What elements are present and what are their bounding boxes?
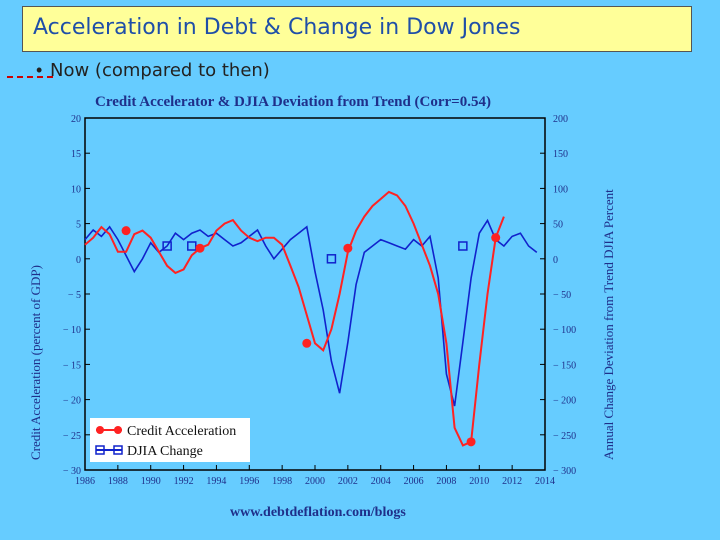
bullet-point-icon: •	[36, 60, 43, 80]
plot-frame	[84, 117, 546, 471]
legend-credit-label: Credit Acceleration	[127, 424, 236, 439]
credit-point	[466, 437, 476, 447]
credit-line	[84, 190, 505, 447]
left-tick-label: − 20	[63, 396, 81, 407]
legend-djia-marker	[95, 445, 105, 455]
x-tick-label: 1986	[75, 476, 95, 487]
right-tick-label: − 300	[553, 466, 576, 477]
credit-point	[302, 338, 312, 348]
left-tick-label: 0	[76, 255, 81, 266]
chart-title: Credit Accelerator & DJIA Deviation from…	[95, 94, 491, 110]
credit-point	[195, 243, 205, 253]
x-tick-label: 2012	[502, 476, 522, 487]
x-tick-label: 1988	[108, 476, 128, 487]
y-axis-label-right: Annual Change Deviation from Trend DJIA …	[601, 189, 616, 460]
djia-point	[458, 241, 468, 251]
credit-point	[491, 233, 501, 243]
djia-line	[84, 218, 538, 407]
x-tick-label: 1994	[206, 476, 226, 487]
right-tick-label: 200	[553, 114, 568, 125]
x-tick-label: 1998	[272, 476, 292, 487]
left-axis: 20 15 10 5 0 − 5 − 10 − 15 − 20 − 25 − 30	[63, 114, 90, 477]
legend-djia-marker	[113, 445, 123, 455]
slide-title: Acceleration in Debt & Change in Dow Jon…	[33, 15, 521, 40]
djia-point	[326, 254, 337, 264]
djia-point	[162, 241, 172, 251]
credit-point	[343, 243, 353, 253]
legend: Credit Acceleration DJIA Change	[90, 418, 250, 462]
x-tick-label: 2000	[305, 476, 325, 487]
right-tick-label: 0	[553, 255, 558, 266]
djia-point	[187, 241, 197, 251]
left-tick-label: 5	[76, 220, 81, 231]
slide-title-box: Acceleration in Debt & Change in Dow Jon…	[22, 6, 692, 52]
right-tick-label: 150	[553, 149, 568, 160]
right-tick-label: − 150	[553, 360, 576, 371]
right-tick-label: − 100	[553, 325, 576, 336]
left-tick-label: − 30	[63, 466, 81, 477]
x-tick-label: 2006	[404, 476, 424, 487]
legend-credit-marker	[96, 426, 104, 434]
legend-djia-label: DJIA Change	[127, 444, 203, 459]
left-tick-label: 15	[71, 149, 81, 160]
right-axis: 200 150 100 50 0 − 50 − 100 − 150 − 200 − 250 − 30…	[540, 114, 576, 477]
bullet-dash-decoration	[7, 76, 55, 78]
left-tick-label: − 10	[63, 325, 81, 336]
series-credit-acceleration	[84, 190, 505, 447]
x-tick-label: 2002	[338, 476, 358, 487]
credit-point	[121, 226, 131, 236]
right-tick-label: − 250	[553, 431, 576, 442]
y-axis-label-left: Credit Acceleration (percent of GDP)	[28, 265, 43, 460]
left-tick-label: − 25	[63, 431, 81, 442]
x-tick-label: 1996	[239, 476, 259, 487]
right-tick-label: − 200	[553, 396, 576, 407]
x-tick-label: 2008	[436, 476, 456, 487]
x-tick-label: 2010	[469, 476, 489, 487]
left-tick-label: − 5	[68, 290, 81, 301]
right-tick-label: − 50	[553, 290, 571, 301]
right-tick-label: 100	[553, 184, 568, 195]
x-tick-label: 1992	[174, 476, 194, 487]
x-axis: 1986 1988 1990 1992 1994 1996 1998 2000 2002 2004…	[75, 465, 555, 487]
x-tick-label: 2014	[535, 476, 555, 487]
bullet-text: Now (compared to then)	[50, 60, 270, 81]
series-djia-change	[84, 218, 538, 407]
left-tick-label: 10	[71, 184, 81, 195]
right-tick-label: 50	[553, 220, 563, 231]
left-tick-label: 20	[71, 114, 81, 125]
legend-credit-marker	[114, 426, 122, 434]
left-tick-label: − 15	[63, 360, 81, 371]
x-tick-label: 1990	[141, 476, 161, 487]
x-tick-label: 2004	[371, 476, 391, 487]
source-url: www.debtdeflation.com/blogs	[230, 505, 406, 520]
